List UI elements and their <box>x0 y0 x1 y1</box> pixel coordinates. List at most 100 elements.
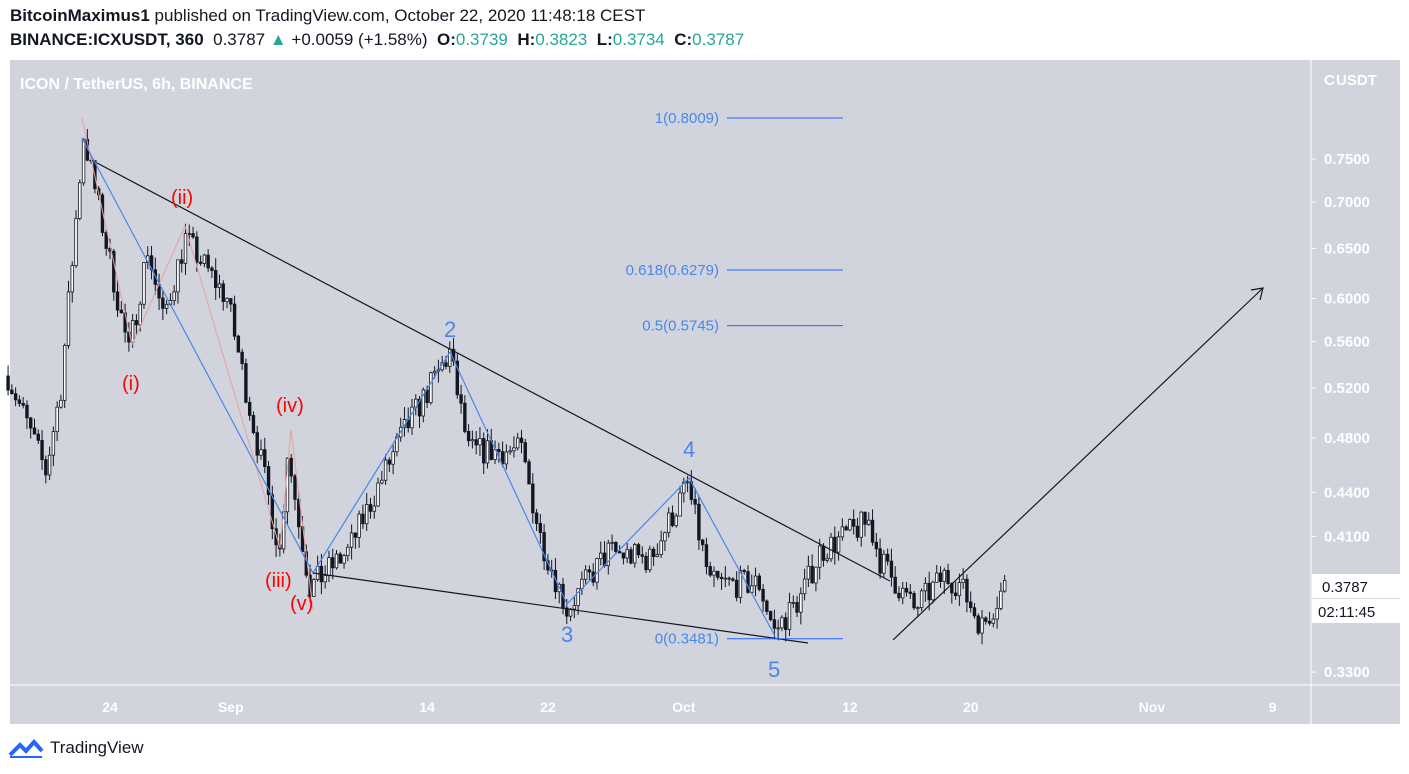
candle <box>863 511 867 537</box>
candle-body <box>818 545 822 568</box>
candle-body <box>202 254 207 264</box>
candle <box>164 299 169 315</box>
candle-body <box>180 259 184 264</box>
candle <box>6 365 10 396</box>
candle <box>259 439 263 460</box>
candle <box>206 249 210 273</box>
candle <box>935 565 939 583</box>
time-tick-label: 14 <box>419 699 435 715</box>
minor-wave-labels: (i) (ii) (iii) (iv) (v) <box>122 187 313 615</box>
candle <box>297 491 301 539</box>
candle <box>466 424 471 447</box>
candle <box>995 596 999 629</box>
author-name[interactable]: BitcoinMaximus1 <box>10 6 150 25</box>
candle-body <box>969 601 973 609</box>
candle <box>1002 575 1007 593</box>
candle <box>599 541 603 566</box>
candle <box>908 584 912 599</box>
candle <box>81 138 86 186</box>
candle-body <box>648 548 652 571</box>
projection-arrow[interactable] <box>892 287 1264 641</box>
candle-body <box>757 575 761 590</box>
candle-body <box>312 579 316 597</box>
candle <box>572 596 577 619</box>
candle <box>429 371 433 405</box>
candle <box>712 566 716 587</box>
upper-trendline[interactable] <box>96 162 891 582</box>
tradingview-logo[interactable]: TradingView <box>8 737 144 759</box>
candle <box>100 192 105 237</box>
candle-body <box>74 218 78 266</box>
candle <box>338 551 342 564</box>
candle-body <box>629 549 633 564</box>
high-value: 0.3823 <box>535 30 588 49</box>
low-value: 0.3734 <box>612 30 665 49</box>
candle <box>938 566 943 588</box>
open-value: 0.3739 <box>455 30 508 49</box>
candle <box>270 485 275 540</box>
candle <box>538 514 543 544</box>
candle <box>372 495 376 519</box>
major-wave-path[interactable] <box>81 137 776 637</box>
price-axis[interactable]: 0.7500 0.7000 0.6500 0.6000 0.5600 0.5200 0.48… <box>1311 151 1370 681</box>
candle <box>112 248 116 301</box>
candle-body <box>270 494 275 530</box>
time-tick-label: Oct <box>672 699 696 715</box>
candle-body <box>719 576 724 579</box>
candle <box>919 588 924 612</box>
candle-body <box>55 406 59 433</box>
candle <box>244 358 248 404</box>
candle-body <box>425 389 429 403</box>
candle <box>74 210 78 268</box>
last-price-tag-value: 0.3787 <box>1322 579 1368 596</box>
candle <box>130 313 135 348</box>
candle-body <box>716 570 720 578</box>
candle <box>119 301 124 314</box>
candle <box>232 295 237 341</box>
candle <box>972 603 977 619</box>
candle-body <box>6 375 10 391</box>
price-tick-label: 0.4400 <box>1324 484 1370 501</box>
candle-body <box>961 578 965 583</box>
chart-title: ICON / TetherUS, 6h, BINANCE <box>20 76 253 93</box>
candle-body <box>410 406 414 429</box>
lower-trendline[interactable] <box>312 572 809 644</box>
candle <box>36 429 40 444</box>
candle <box>731 577 735 582</box>
candle-body <box>198 261 203 264</box>
up-triangle-icon: ▲ <box>269 30 287 49</box>
candle <box>961 568 965 589</box>
candle <box>463 395 467 434</box>
candle <box>376 477 380 507</box>
candle-body <box>802 578 807 595</box>
candle <box>912 591 916 611</box>
candle <box>799 587 803 625</box>
candle-body <box>474 439 478 446</box>
candle-body <box>776 627 780 630</box>
candle-body <box>901 587 905 599</box>
minor-wave-path[interactable] <box>81 117 314 611</box>
wave-label-ii: (ii) <box>171 187 193 209</box>
candle-body <box>357 513 361 538</box>
candle-body <box>485 440 490 464</box>
candle <box>610 534 614 551</box>
fib-retracement[interactable]: 1(0.8009) 0.618(0.6279) 0.5(0.5745) 0(0.348… <box>626 110 843 648</box>
candle-body <box>904 587 909 593</box>
candle <box>791 595 795 609</box>
countdown-tag <box>1312 599 1404 623</box>
candle <box>387 457 392 473</box>
candle-body <box>855 525 860 538</box>
candle-body <box>512 447 516 452</box>
candle <box>70 261 74 303</box>
candle <box>266 460 271 505</box>
candle-body <box>731 578 735 581</box>
candle <box>659 530 663 558</box>
candle-body <box>334 553 339 569</box>
candle-body <box>293 475 297 500</box>
candle-body <box>51 431 56 456</box>
time-axis[interactable]: 24 Sep 14 22 Oct 12 20 Nov 9 <box>102 699 1277 715</box>
candle <box>818 538 822 580</box>
candle <box>855 517 860 542</box>
candle <box>674 513 678 528</box>
